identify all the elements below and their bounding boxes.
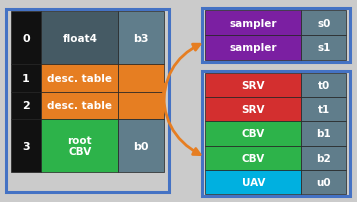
Text: s1: s1: [317, 43, 331, 53]
FancyBboxPatch shape: [41, 120, 118, 172]
FancyBboxPatch shape: [118, 12, 164, 65]
FancyBboxPatch shape: [118, 92, 164, 120]
FancyBboxPatch shape: [301, 146, 346, 170]
Text: UAV: UAV: [242, 177, 265, 187]
FancyBboxPatch shape: [301, 36, 346, 61]
Text: u0: u0: [316, 177, 331, 187]
Text: CBV: CBV: [242, 153, 265, 163]
Text: 0: 0: [22, 33, 30, 43]
Text: s0: s0: [317, 19, 331, 28]
FancyBboxPatch shape: [41, 65, 118, 92]
Text: CBV: CBV: [242, 129, 265, 139]
FancyBboxPatch shape: [301, 98, 346, 122]
Text: 3: 3: [22, 141, 30, 151]
Text: SRV: SRV: [241, 81, 265, 91]
FancyBboxPatch shape: [301, 170, 346, 194]
Text: desc. table: desc. table: [47, 73, 112, 83]
Text: 2: 2: [22, 101, 30, 111]
FancyBboxPatch shape: [205, 146, 301, 170]
FancyBboxPatch shape: [11, 12, 41, 65]
FancyBboxPatch shape: [11, 65, 41, 92]
Text: t1: t1: [318, 105, 330, 115]
FancyBboxPatch shape: [41, 12, 118, 65]
Text: root
CBV: root CBV: [67, 135, 92, 157]
FancyBboxPatch shape: [205, 11, 301, 36]
FancyBboxPatch shape: [11, 92, 41, 120]
FancyBboxPatch shape: [205, 36, 301, 61]
FancyBboxPatch shape: [205, 98, 301, 122]
FancyBboxPatch shape: [41, 92, 118, 120]
FancyBboxPatch shape: [11, 120, 41, 172]
Text: desc. table: desc. table: [47, 101, 112, 111]
FancyBboxPatch shape: [205, 122, 301, 146]
FancyBboxPatch shape: [118, 65, 164, 92]
FancyBboxPatch shape: [301, 11, 346, 36]
Text: sampler: sampler: [230, 43, 277, 53]
FancyBboxPatch shape: [205, 170, 301, 194]
FancyBboxPatch shape: [301, 122, 346, 146]
Text: float4: float4: [62, 33, 97, 43]
Text: b2: b2: [316, 153, 331, 163]
FancyBboxPatch shape: [301, 74, 346, 98]
Text: b0: b0: [134, 141, 149, 151]
Text: 1: 1: [22, 73, 30, 83]
Text: b1: b1: [316, 129, 331, 139]
Text: t0: t0: [318, 81, 330, 91]
FancyBboxPatch shape: [118, 120, 164, 172]
Text: b3: b3: [134, 33, 149, 43]
Text: sampler: sampler: [230, 19, 277, 28]
Text: SRV: SRV: [241, 105, 265, 115]
FancyBboxPatch shape: [205, 74, 301, 98]
